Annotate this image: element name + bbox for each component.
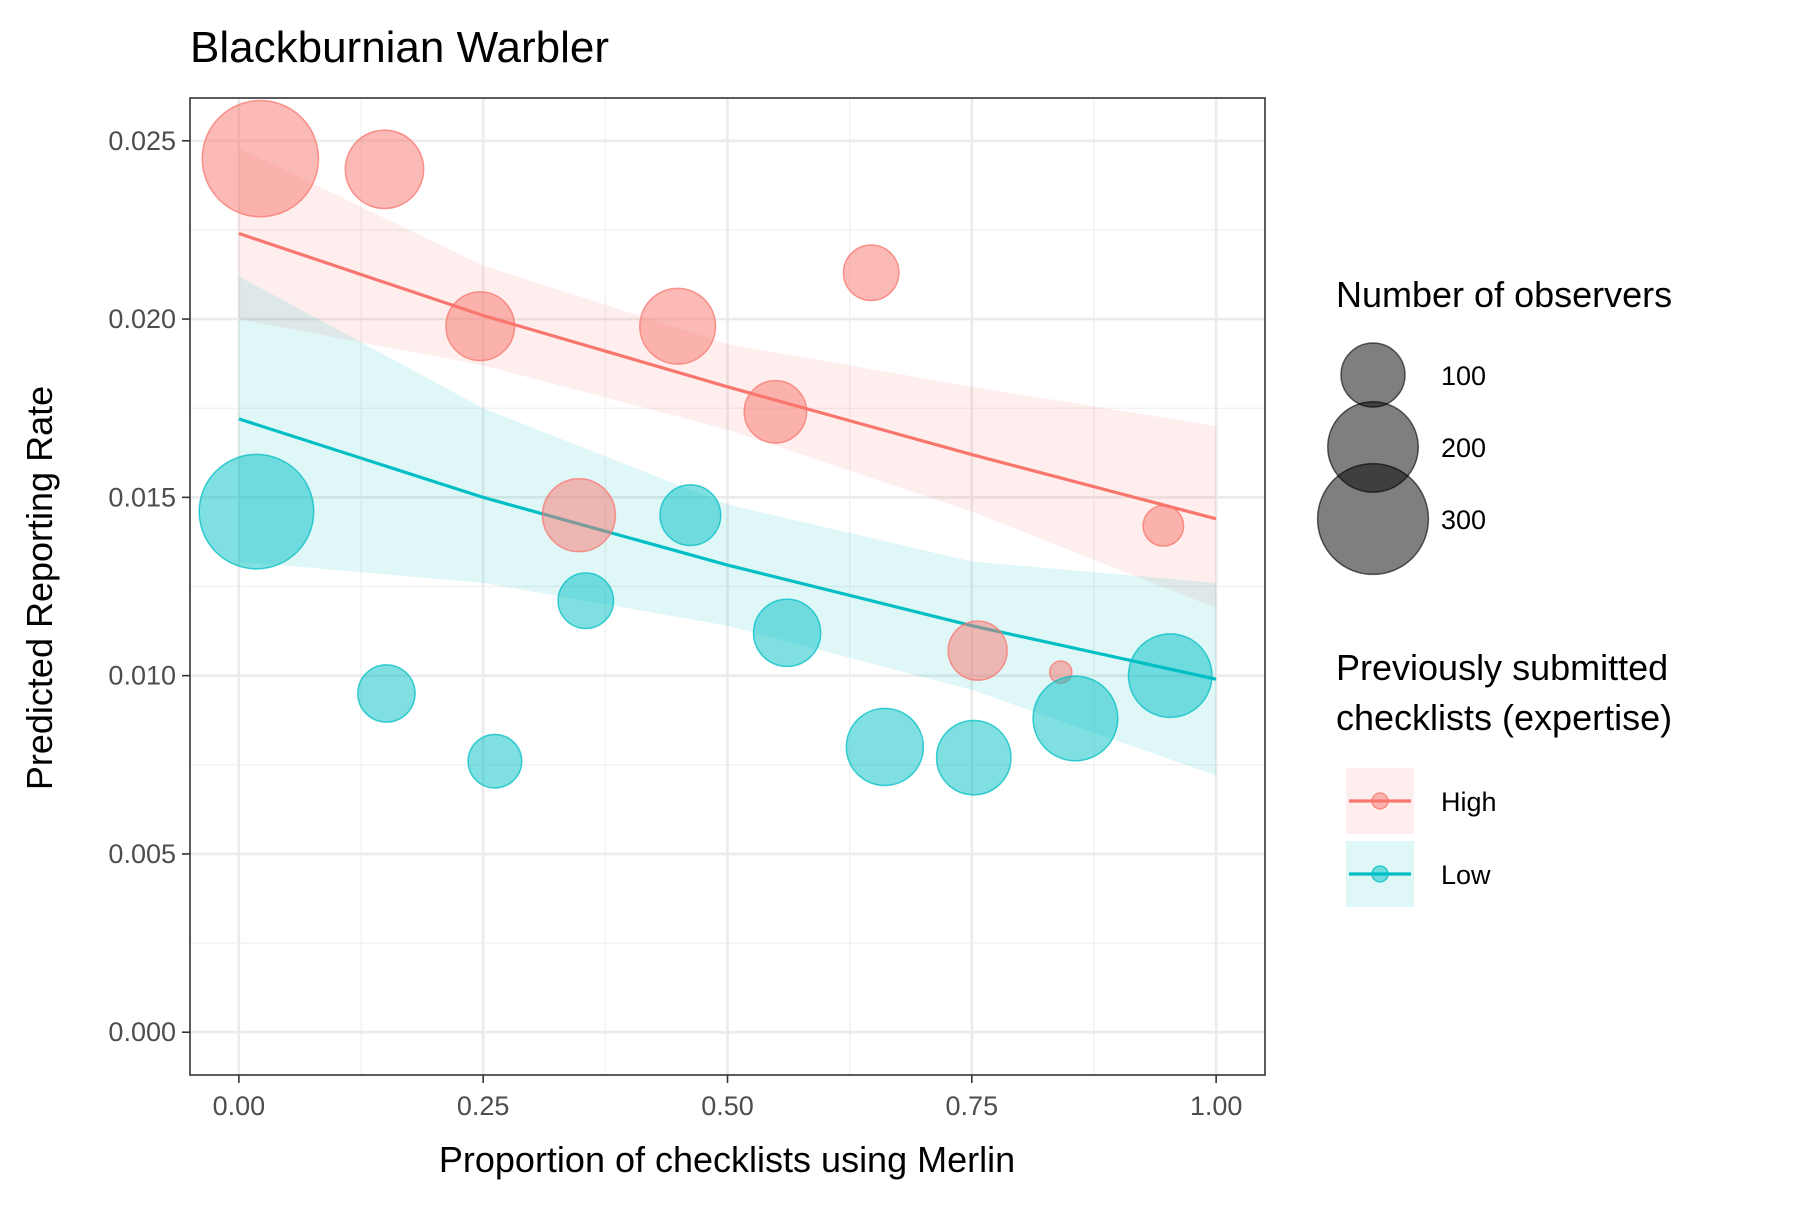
- color-legend-key-point: [1371, 865, 1389, 883]
- size-legend-key-label: 200: [1441, 433, 1486, 463]
- data-point-high: [947, 620, 1008, 681]
- data-point-low: [1127, 633, 1213, 719]
- size-legend: Number of observers 100 200 300: [1316, 274, 1672, 576]
- size-legend-keys: 100 200 300: [1316, 342, 1486, 576]
- data-point-low: [467, 733, 523, 789]
- size-legend-key-circle: [1340, 342, 1406, 408]
- ci-band-high: [238, 147, 1217, 608]
- y-tick-label: 0.005: [108, 839, 176, 869]
- x-tick-label: 0.00: [213, 1091, 266, 1121]
- data-point-low: [557, 572, 615, 630]
- size-legend-key-circle: [1316, 462, 1430, 576]
- data-point-low: [935, 719, 1012, 796]
- size-legend-key-label: 300: [1441, 505, 1486, 535]
- size-legend-title: Number of observers: [1336, 274, 1672, 315]
- data-point-low: [752, 598, 822, 668]
- x-axis-title: Proportion of checklists using Merlin: [439, 1139, 1015, 1180]
- color-legend-title-line-1: Previously submitted: [1336, 647, 1668, 688]
- x-tick-label: 0.25: [457, 1091, 510, 1121]
- size-legend-key-label: 100: [1441, 361, 1486, 391]
- color-legend-key-point: [1371, 792, 1389, 810]
- color-legend-title-line-2: checklists (expertise): [1336, 697, 1672, 738]
- x-tick-label: 1.00: [1190, 1091, 1243, 1121]
- y-tick-label: 0.025: [108, 126, 176, 156]
- y-tick-label: 0.015: [108, 482, 176, 512]
- y-tick-label: 0.010: [108, 661, 176, 691]
- data-point-low: [198, 453, 315, 570]
- y-axis-title: Predicted Reporting Rate: [19, 386, 60, 790]
- major-gridlines: [190, 98, 1265, 1075]
- x-tick-label: 0.75: [946, 1091, 999, 1121]
- data-point-high: [344, 129, 425, 210]
- plot-panel: [189, 97, 1266, 1076]
- fit-line-high: [238, 231, 1217, 521]
- x-axis: 0.00 0.25 0.50 0.75 1.00: [213, 1075, 1243, 1121]
- x-tick-label: 0.50: [701, 1091, 754, 1121]
- color-legend-key-label: Low: [1441, 860, 1491, 890]
- color-legend-keys: High Low: [1346, 768, 1497, 907]
- y-tick-label: 0.020: [108, 304, 176, 334]
- data-point-high: [541, 477, 617, 553]
- data-point-low: [1032, 675, 1119, 762]
- chart-title: Blackburnian Warbler: [190, 23, 609, 72]
- color-legend-key-label: High: [1441, 787, 1497, 817]
- data-point-low: [659, 484, 722, 547]
- data-point-low: [357, 664, 416, 723]
- data-point-high: [201, 99, 320, 218]
- fit-lines: [238, 231, 1217, 681]
- y-tick-label: 0.000: [108, 1017, 176, 1047]
- data-point-low: [845, 707, 925, 787]
- data-point-high: [1142, 504, 1185, 547]
- y-axis: 0.000 0.005 0.010 0.015 0.020 0.025: [108, 126, 190, 1047]
- data-point-high: [842, 244, 900, 302]
- color-legend: Previously submitted checklists (experti…: [1336, 647, 1672, 907]
- fit-line-low: [238, 417, 1217, 681]
- data-point-high: [743, 379, 808, 444]
- data-point-high: [445, 291, 516, 362]
- data-points: [198, 99, 1213, 796]
- data-point-high: [639, 287, 717, 365]
